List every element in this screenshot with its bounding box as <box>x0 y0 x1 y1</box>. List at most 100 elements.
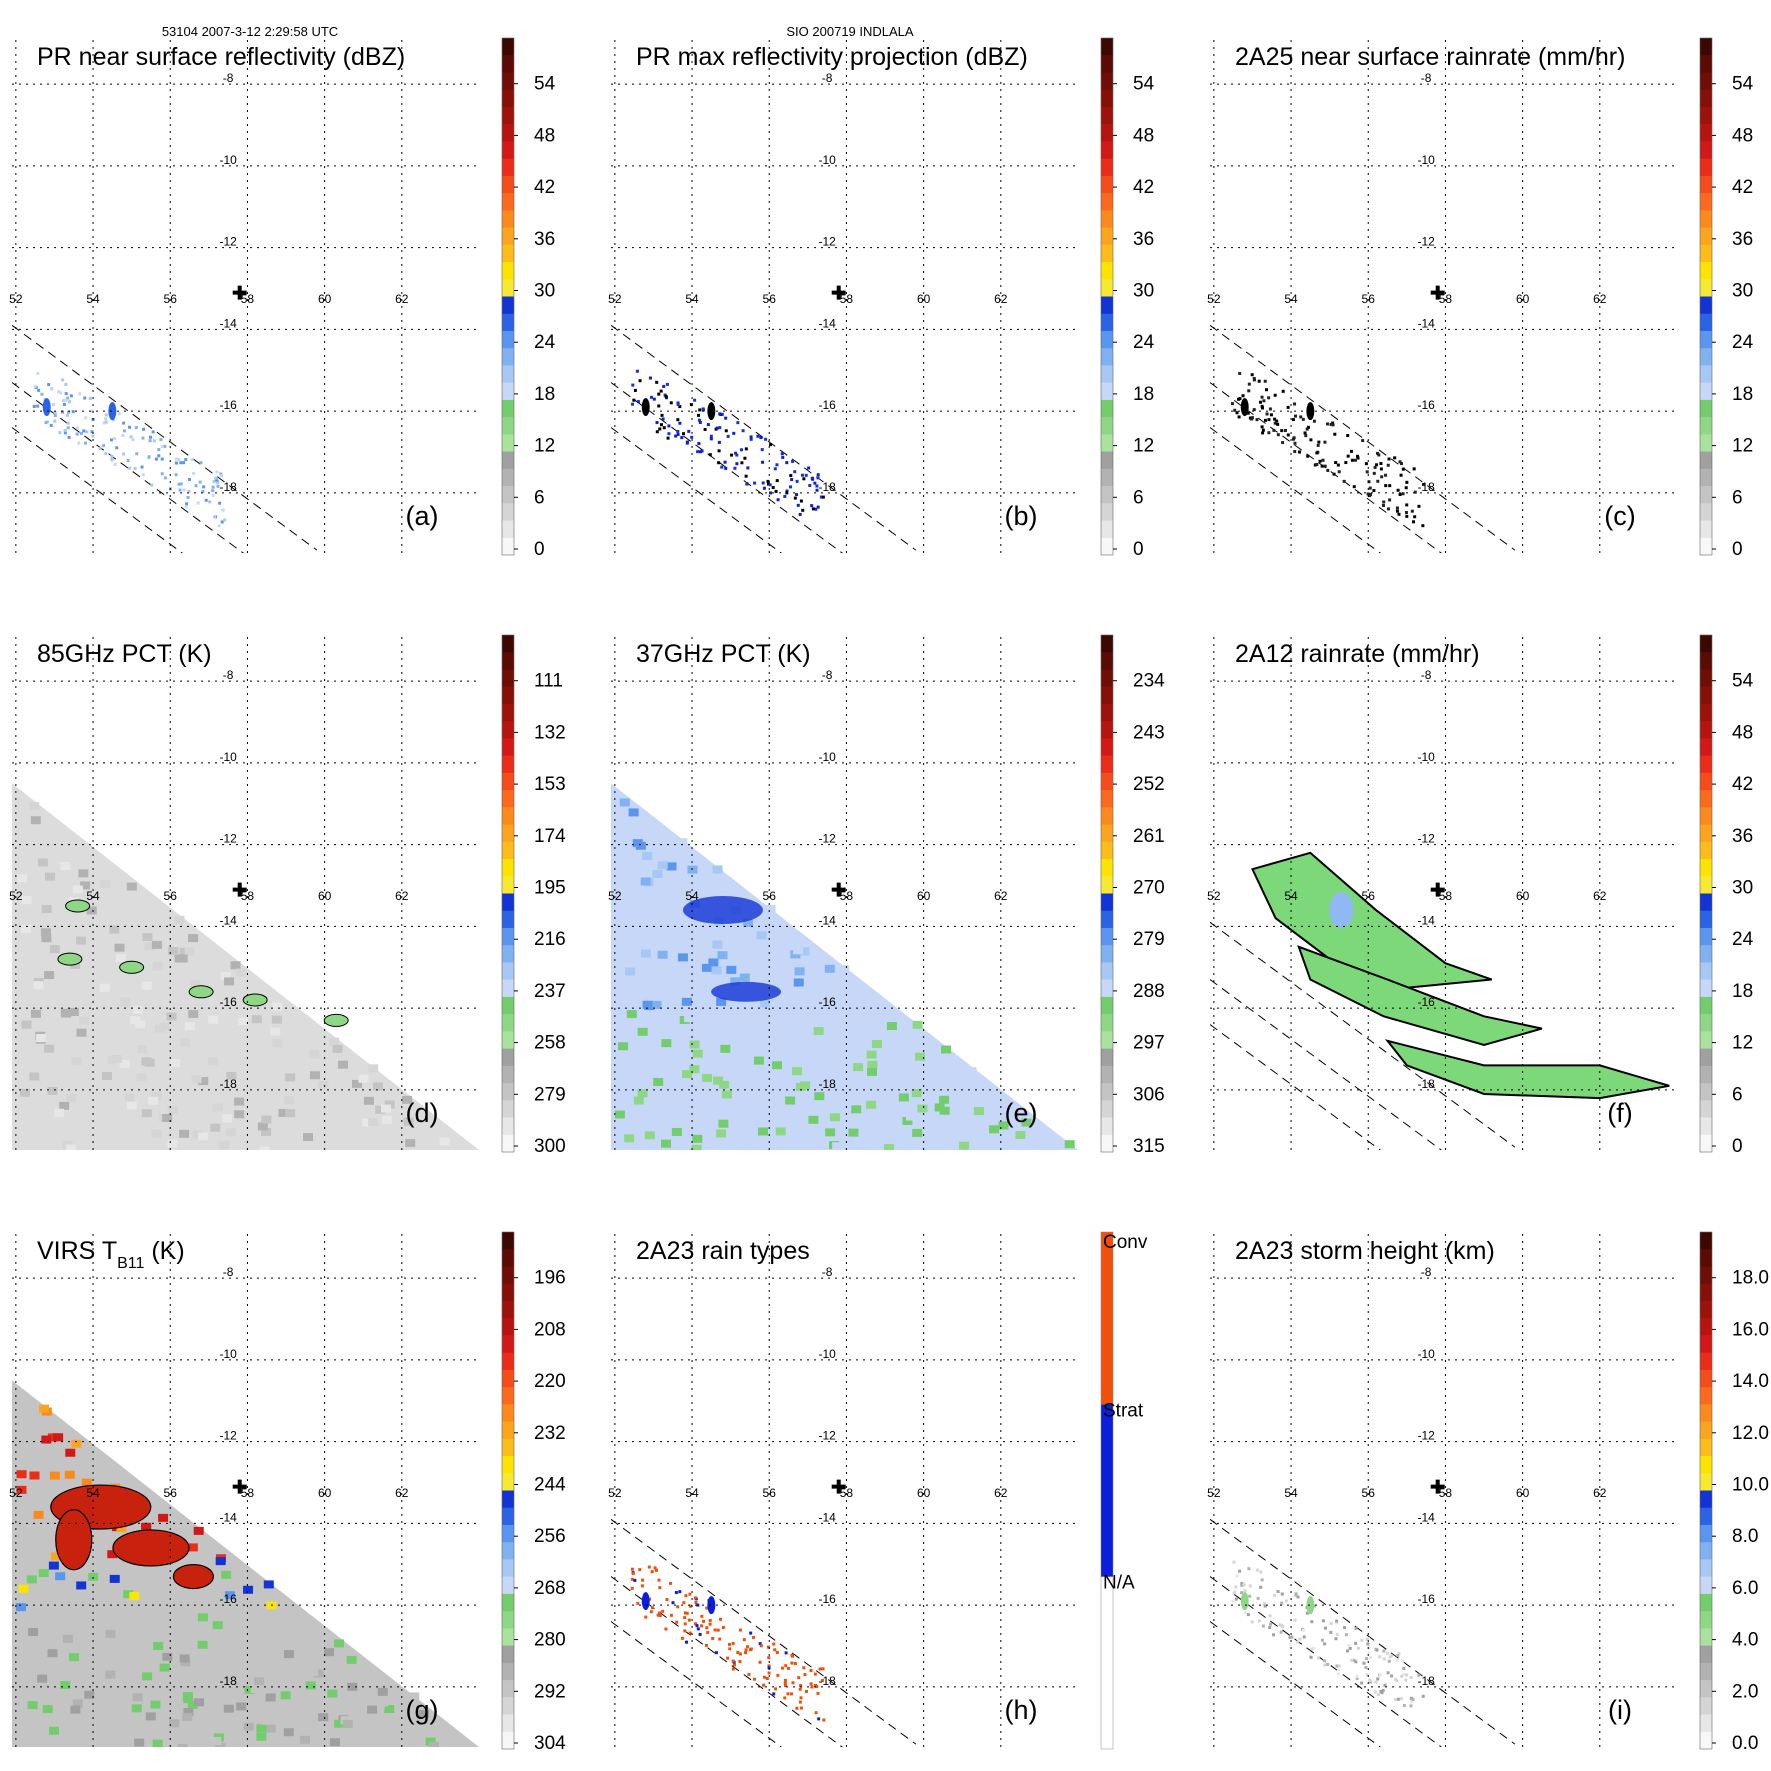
field-cell <box>754 1038 765 1047</box>
field-cell <box>632 869 643 878</box>
rain-pixel <box>208 500 212 504</box>
field-cell <box>701 963 712 972</box>
colorbar-label: 0 <box>1133 539 1144 560</box>
rain-pixel <box>638 379 642 383</box>
colorbar-label: 0.0 <box>1732 1733 1758 1754</box>
rain-pixel <box>1240 1582 1244 1586</box>
rain-pixel <box>1364 1665 1368 1669</box>
colorbar-segment <box>1101 686 1113 705</box>
rain-pixel <box>811 507 815 511</box>
colorbar-segment <box>1101 537 1113 556</box>
rain-pixel <box>800 473 804 477</box>
colorbar-label: 24 <box>1732 332 1754 353</box>
rain-pixel <box>1236 397 1240 401</box>
rain-pixel <box>1296 1595 1300 1599</box>
rain-pixel <box>1404 486 1408 490</box>
colorbar-segment <box>502 772 514 791</box>
colorbar-label: 54 <box>1732 74 1754 95</box>
field-cell <box>653 1077 664 1086</box>
rain-pixel <box>687 429 691 433</box>
rain-pixel <box>1396 488 1400 492</box>
rain-pixel <box>1364 462 1368 466</box>
rain-pixel <box>1238 371 1242 375</box>
field-cell <box>1064 1140 1075 1149</box>
colorbar-segment <box>1700 451 1712 470</box>
field-cell <box>959 1141 970 1150</box>
rain-pixel <box>1315 451 1319 455</box>
rain-pixel <box>793 1661 797 1665</box>
rain-pixel <box>179 482 183 486</box>
rain-pixel <box>1386 463 1390 467</box>
rain-pixel <box>746 466 750 470</box>
rain-pixel <box>110 458 114 462</box>
field-cell <box>236 1702 247 1711</box>
rain-pixel <box>658 1614 662 1618</box>
rain-pixel <box>1243 1589 1247 1593</box>
colorbar-label: 12 <box>1732 1033 1753 1054</box>
colorbar-segment <box>1700 434 1712 453</box>
rain-pixel <box>767 1671 771 1675</box>
field-cell <box>960 1091 971 1100</box>
field-cell <box>100 879 111 888</box>
field-cell <box>285 1109 296 1118</box>
swath-coverage <box>12 783 479 1150</box>
rain-pixel <box>631 1571 635 1575</box>
rain-pixel <box>1264 388 1268 392</box>
rain-pixel <box>780 452 784 456</box>
colorbar-segment <box>1101 158 1113 177</box>
field-cell <box>114 943 125 952</box>
rain-pixel <box>115 446 119 450</box>
colorbar-segment <box>1700 1731 1712 1750</box>
colorbar-label: 208 <box>534 1319 566 1340</box>
rain-pixel <box>1268 407 1272 411</box>
lon-tick-label: 56 <box>1362 1486 1376 1500</box>
rain-pixel <box>802 477 806 481</box>
rain-pixel <box>1405 480 1409 484</box>
field-cell <box>30 1009 41 1018</box>
rain-pixel <box>190 458 194 462</box>
colorbar-segment <box>502 893 514 912</box>
rain-pixel <box>1395 1658 1399 1662</box>
field-cell <box>633 1096 644 1105</box>
rain-pixel <box>667 424 671 428</box>
rain-pixel <box>1283 429 1287 433</box>
colorbar-label: 54 <box>534 74 556 95</box>
rain-pixel <box>1240 1591 1244 1595</box>
rain-pixel <box>815 488 819 492</box>
rain-pixel <box>1366 492 1370 496</box>
rain-pixel <box>684 1594 688 1598</box>
colorbar-segment <box>1700 244 1712 263</box>
field-cell <box>47 1086 58 1095</box>
colorbar-label: 237 <box>534 981 566 1002</box>
colorbar-segment <box>1700 721 1712 739</box>
colorbar-label: Conv <box>1103 1232 1148 1253</box>
field-cell <box>17 874 28 883</box>
field-cell <box>988 1137 999 1146</box>
rain-pixel <box>1305 1611 1309 1615</box>
rain-pixel <box>1259 1585 1263 1589</box>
rain-pixel <box>1402 1666 1406 1670</box>
rain-pixel <box>636 400 640 404</box>
rain-pixel <box>744 1651 748 1655</box>
rain-pixel <box>186 496 190 500</box>
rain-pixel <box>1410 1700 1414 1704</box>
rain-pixel <box>1320 464 1324 468</box>
rain-pixel <box>695 1624 699 1628</box>
colorbar-segment <box>1700 1014 1712 1032</box>
colorbar-label: 18 <box>1732 384 1753 405</box>
field-cell <box>144 942 155 951</box>
rain-pixel <box>791 1681 795 1685</box>
rain-pixel <box>674 1591 678 1595</box>
rain-pixel <box>103 417 107 421</box>
rain-pixel <box>798 1687 802 1691</box>
rain-pixel <box>174 457 178 461</box>
lat-tick-label: -12 <box>219 235 237 249</box>
lon-tick-label: 62 <box>1593 889 1607 903</box>
rain-pixel <box>1349 449 1353 453</box>
colorbar-segment <box>1101 962 1113 981</box>
field-cell <box>76 936 87 945</box>
rain-pixel <box>150 483 154 487</box>
